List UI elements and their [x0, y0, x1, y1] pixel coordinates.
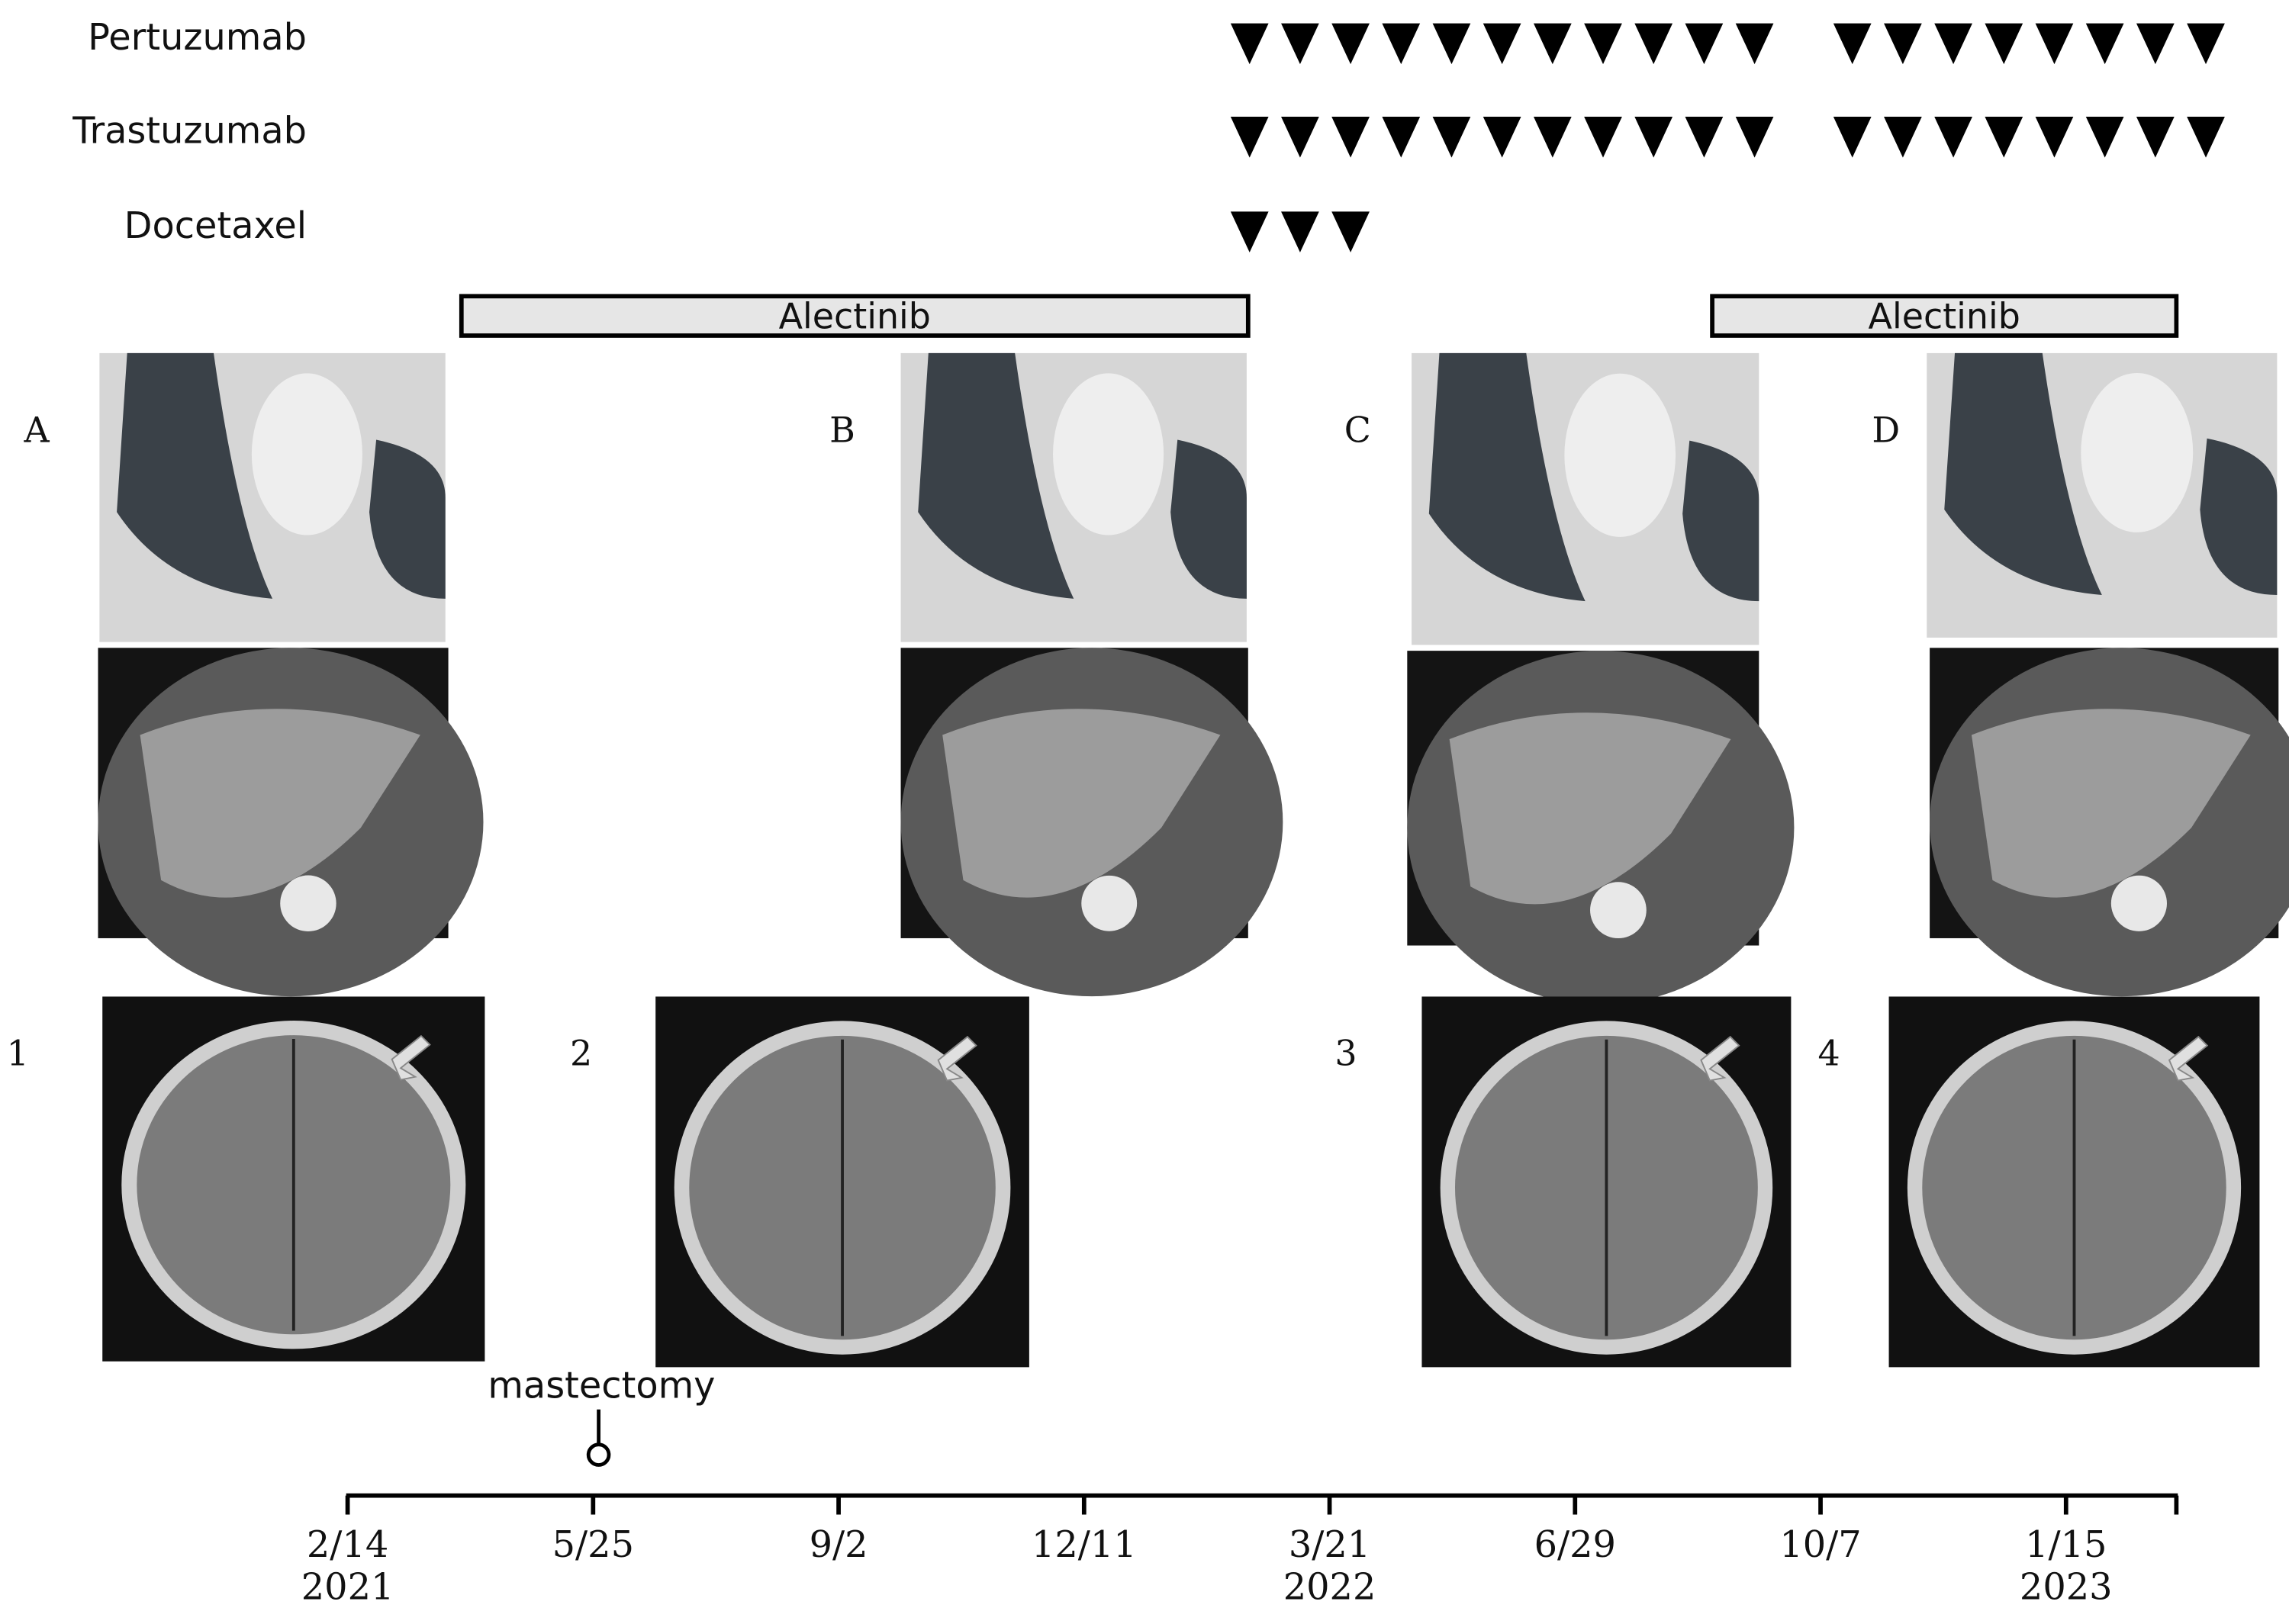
dose-marker: [1230, 211, 1269, 252]
event-label: mastectomy: [488, 1365, 715, 1407]
panel-letter: B: [829, 410, 855, 451]
mediastinum: [1564, 373, 1676, 537]
lung-field: [1944, 352, 2102, 595]
panel-number: 2: [570, 1032, 592, 1073]
dose-marker: [1533, 23, 1572, 65]
dose-marker: [1382, 23, 1421, 65]
dose-marker: [2187, 23, 2225, 65]
treatment-label: Docetaxel: [124, 205, 307, 247]
lung-field: [369, 439, 446, 599]
dose-marker: [1735, 23, 1774, 65]
event-marker: [586, 1442, 611, 1467]
panel-letter: A: [24, 410, 50, 451]
vertebra: [1590, 882, 1647, 939]
dose-marker: [1281, 117, 1319, 158]
dose-marker: [1281, 23, 1319, 65]
dose-marker: [1331, 211, 1370, 252]
mediastinum: [1053, 373, 1164, 535]
dose-marker: [1281, 211, 1319, 252]
panel-number: 1: [7, 1032, 29, 1073]
lung-field: [1428, 352, 1586, 602]
dose-marker: [1833, 117, 1872, 158]
liver: [1971, 709, 2251, 898]
dose-marker: [1533, 117, 1572, 158]
dose-marker: [1884, 23, 1922, 65]
liver: [140, 709, 420, 898]
dose-marker: [2085, 23, 2124, 65]
tick-year: 2022: [1283, 1566, 1376, 1608]
panel-letter: D: [1872, 410, 1900, 451]
bar-label: Alectinib: [779, 295, 931, 336]
lung-field: [2200, 438, 2278, 595]
dose-marker: [1331, 23, 1370, 65]
dose-marker: [1382, 117, 1421, 158]
dose-marker: [1685, 117, 1724, 158]
vertebra: [2110, 875, 2167, 931]
tick-date: 6/29: [1534, 1524, 1616, 1566]
dose-marker: [1483, 117, 1521, 158]
bar-label: Alectinib: [1869, 295, 2020, 336]
tick-year: 2021: [301, 1566, 394, 1608]
dose-marker: [2136, 117, 2175, 158]
panel-letter: C: [1344, 410, 1371, 451]
dose-marker: [1685, 23, 1724, 65]
tick-date: 10/7: [1779, 1524, 1861, 1566]
arrow: [391, 1034, 431, 1081]
dose-marker: [1432, 117, 1471, 158]
lung-field: [918, 352, 1074, 599]
lung-field: [1682, 440, 1759, 602]
dose-marker: [2187, 117, 2225, 158]
dose-marker: [2035, 117, 2074, 158]
dose-marker: [1483, 23, 1521, 65]
dose-marker: [1833, 23, 1872, 65]
vertebra: [1081, 875, 1138, 931]
dose-marker: [2136, 23, 2175, 65]
dose-marker: [1584, 23, 1622, 65]
liver: [1449, 712, 1731, 905]
dose-marker: [1331, 117, 1370, 158]
treatment-label: Pertuzumab: [88, 17, 307, 59]
lung-field: [1170, 439, 1247, 599]
dose-marker: [1634, 23, 1673, 65]
tick-date: 2/14: [307, 1524, 388, 1566]
panel-number: 4: [1818, 1032, 1840, 1073]
dose-marker: [1934, 117, 1972, 158]
dose-marker: [1934, 23, 1972, 65]
treatment-bar: [1710, 294, 2179, 338]
treatment-bar: [459, 294, 1251, 338]
dose-marker: [1985, 23, 2023, 65]
dose-marker: [1735, 117, 1774, 158]
tick-date: 9/2: [810, 1524, 868, 1566]
dose-marker: [1230, 117, 1269, 158]
arrow: [2168, 1035, 2209, 1082]
vertebra: [280, 875, 336, 932]
tick-date: 1/15: [2025, 1524, 2107, 1566]
tick-date: 3/21: [1289, 1524, 1370, 1566]
dose-marker: [1884, 117, 1922, 158]
tick-date: 5/25: [552, 1524, 634, 1566]
tick-year: 2023: [2020, 1566, 2113, 1608]
panel-number: 3: [1334, 1032, 1357, 1073]
mediastinum: [251, 373, 362, 535]
lung-field: [117, 352, 273, 599]
mediastinum: [2081, 373, 2194, 532]
treatment-label: Trastuzumab: [72, 110, 307, 152]
dose-marker: [1230, 23, 1269, 65]
dose-marker: [2085, 117, 2124, 158]
arrow: [1700, 1035, 1740, 1082]
tick-date: 12/11: [1032, 1524, 1137, 1566]
dose-marker: [1985, 117, 2023, 158]
arrow: [937, 1035, 977, 1082]
dose-marker: [1432, 23, 1471, 65]
dose-marker: [2035, 23, 2074, 65]
dose-marker: [1634, 117, 1673, 158]
dose-marker: [1584, 117, 1622, 158]
liver: [942, 709, 1221, 898]
